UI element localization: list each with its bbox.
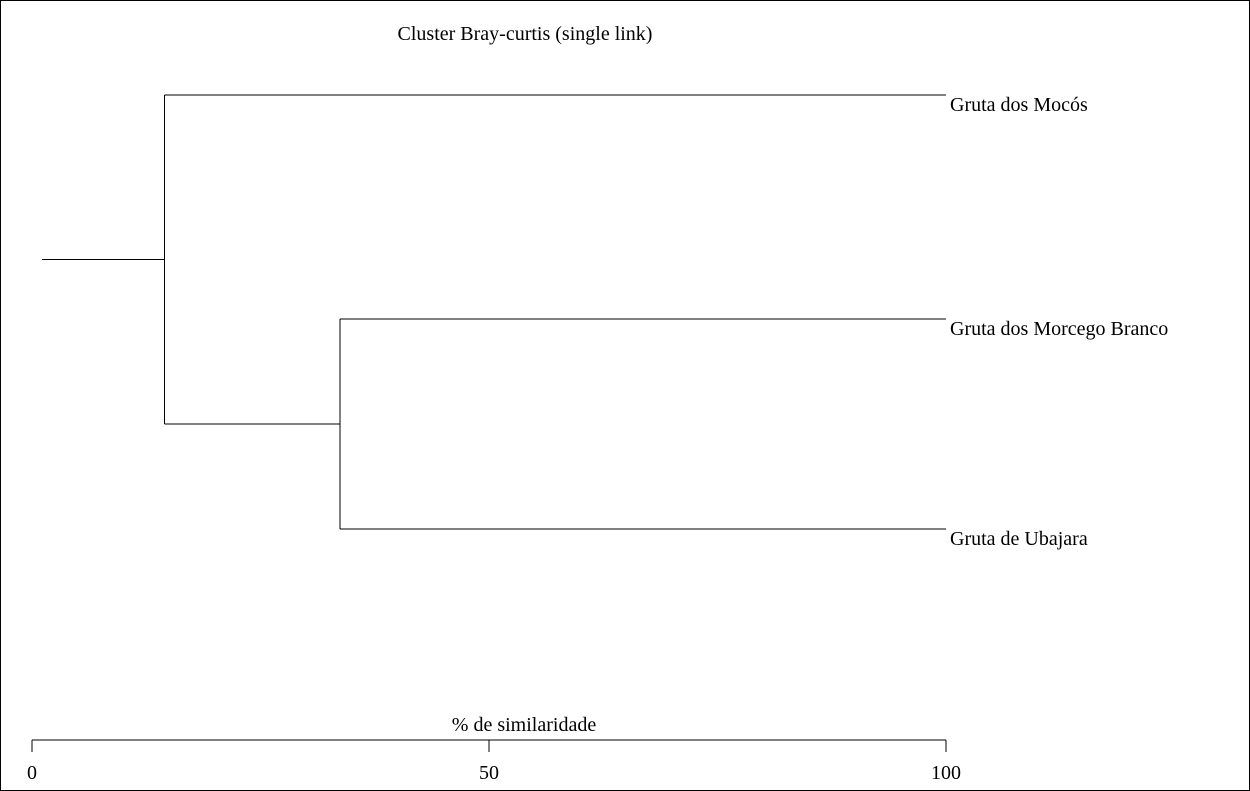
leaf-label: Gruta de Ubajara	[950, 528, 1088, 550]
chart-title: Cluster Bray-curtis (single link)	[398, 23, 653, 45]
leaf-labels: Gruta dos Mocós Gruta dos Morcego Branco G…	[950, 94, 1168, 550]
leaf-label: Gruta dos Morcego Branco	[950, 318, 1168, 340]
leaf-label: Gruta dos Mocós	[950, 94, 1088, 116]
axis-tick-label: 50	[479, 762, 499, 784]
axis-tick-label: 100	[931, 762, 961, 784]
axis-tick-label: 0	[27, 762, 37, 784]
similarity-axis: 0 50 100	[27, 739, 961, 784]
axis-label: % de similaridade	[452, 714, 597, 736]
dendrogram-tree	[42, 94, 946, 530]
